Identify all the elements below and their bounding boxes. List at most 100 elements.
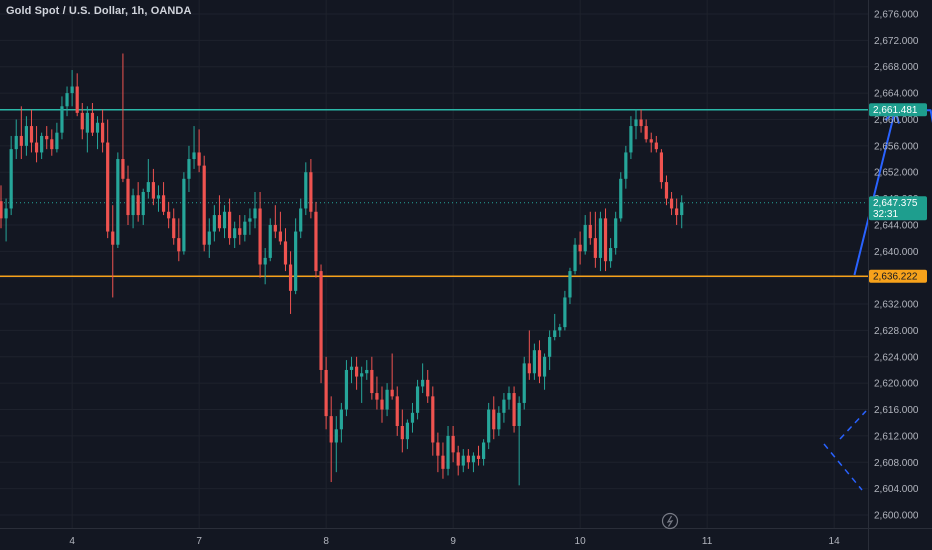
last-price-tag-text: 2,647.375 bbox=[873, 198, 918, 209]
x-tick-label: 4 bbox=[69, 536, 75, 547]
candle-body bbox=[50, 139, 54, 150]
candle-body bbox=[141, 191, 145, 216]
candle-body bbox=[55, 132, 59, 150]
candle-body bbox=[329, 416, 333, 443]
candle-body bbox=[375, 393, 379, 400]
candle-body bbox=[95, 122, 100, 133]
candle-body bbox=[410, 412, 415, 423]
y-tick-label: 2,676.000 bbox=[874, 10, 919, 21]
candle-body bbox=[507, 393, 511, 400]
candle-body bbox=[156, 195, 161, 199]
candle-body bbox=[334, 429, 338, 443]
support-price-tag-bg bbox=[869, 269, 927, 283]
candle-body bbox=[136, 195, 140, 216]
candle-body bbox=[273, 224, 277, 232]
candle-body bbox=[675, 208, 679, 216]
candle-body bbox=[121, 159, 125, 179]
candle-body bbox=[207, 231, 211, 245]
y-tick-label: 2,672.000 bbox=[874, 36, 919, 47]
candle-body bbox=[431, 396, 435, 443]
candle-body bbox=[263, 257, 267, 265]
candle-body bbox=[365, 369, 369, 374]
candle-body bbox=[502, 399, 506, 413]
y-tick-label: 2,656.000 bbox=[874, 141, 919, 152]
candle-body bbox=[106, 142, 110, 232]
candle-body bbox=[202, 165, 206, 245]
candle-body bbox=[222, 211, 227, 229]
chart-title: Gold Spot / U.S. Dollar, 1h, OANDA bbox=[6, 5, 192, 17]
candle-body bbox=[609, 248, 613, 262]
chart-extras bbox=[661, 410, 867, 530]
candle-body bbox=[24, 126, 28, 146]
candle-body bbox=[568, 271, 572, 298]
candle-body bbox=[598, 218, 603, 258]
candle-body bbox=[34, 142, 39, 153]
candle-body bbox=[558, 327, 562, 331]
candle-body bbox=[228, 211, 232, 239]
candle-body bbox=[9, 149, 13, 209]
candle-body bbox=[395, 396, 399, 427]
candle-body bbox=[4, 208, 8, 219]
y-tick-label: 2,660.000 bbox=[874, 115, 919, 126]
candle-body bbox=[400, 426, 404, 440]
candle-body bbox=[294, 231, 298, 291]
candle-body bbox=[680, 202, 684, 216]
candle-body bbox=[70, 86, 74, 94]
candle-body bbox=[385, 389, 389, 410]
candle-body bbox=[299, 208, 303, 232]
candle-body bbox=[40, 135, 44, 153]
candle-body bbox=[664, 182, 669, 199]
candle-body bbox=[578, 244, 582, 252]
candle-body bbox=[634, 119, 638, 127]
candle-body bbox=[319, 271, 323, 370]
dashed-line-upper bbox=[839, 410, 867, 440]
candle-body bbox=[492, 409, 496, 430]
y-tick-label: 2,600.000 bbox=[874, 511, 919, 522]
candlestick-series bbox=[0, 53, 684, 486]
candle-body bbox=[614, 218, 618, 249]
candle-body bbox=[451, 435, 455, 453]
candle-body bbox=[563, 297, 567, 328]
candle-body bbox=[101, 122, 105, 143]
candle-body bbox=[258, 208, 262, 265]
y-tick-label: 2,612.000 bbox=[874, 431, 919, 442]
candle-body bbox=[355, 366, 359, 377]
y-tick-label: 2,652.000 bbox=[874, 168, 919, 179]
y-tick-label: 2,616.000 bbox=[874, 405, 919, 416]
candle-body bbox=[146, 182, 150, 192]
candle-body bbox=[90, 112, 95, 133]
candle-body bbox=[161, 195, 166, 212]
candle-body bbox=[446, 435, 450, 469]
candle-body bbox=[360, 373, 364, 377]
x-tick-label: 8 bbox=[323, 536, 329, 547]
candle-body bbox=[603, 218, 608, 262]
candle-body bbox=[548, 337, 552, 357]
candle-body bbox=[278, 231, 282, 242]
candle-body bbox=[172, 218, 176, 239]
candle-body bbox=[268, 224, 272, 258]
candle-body bbox=[436, 442, 440, 456]
lightning-icon bbox=[661, 512, 679, 530]
candle-body bbox=[619, 178, 623, 219]
y-tick-label: 2,608.000 bbox=[874, 458, 919, 469]
candle-body bbox=[167, 211, 171, 219]
candle-body bbox=[527, 363, 531, 374]
candle-body bbox=[248, 218, 252, 222]
candle-body bbox=[390, 389, 394, 397]
resistance-price-tag: 2,661.481 bbox=[869, 103, 927, 117]
candle-body bbox=[487, 409, 491, 443]
candle-body bbox=[339, 409, 343, 430]
y-tick-label: 2,668.000 bbox=[874, 62, 919, 73]
candle-body bbox=[456, 452, 460, 466]
candle-body bbox=[497, 412, 501, 430]
candle-body bbox=[182, 178, 186, 252]
candle-body bbox=[45, 135, 49, 140]
candle-body bbox=[131, 195, 135, 216]
candle-body bbox=[466, 455, 470, 463]
candle-body bbox=[283, 241, 288, 265]
lightning-bolt-glyph bbox=[666, 515, 674, 527]
x-tick-label: 10 bbox=[575, 536, 587, 547]
